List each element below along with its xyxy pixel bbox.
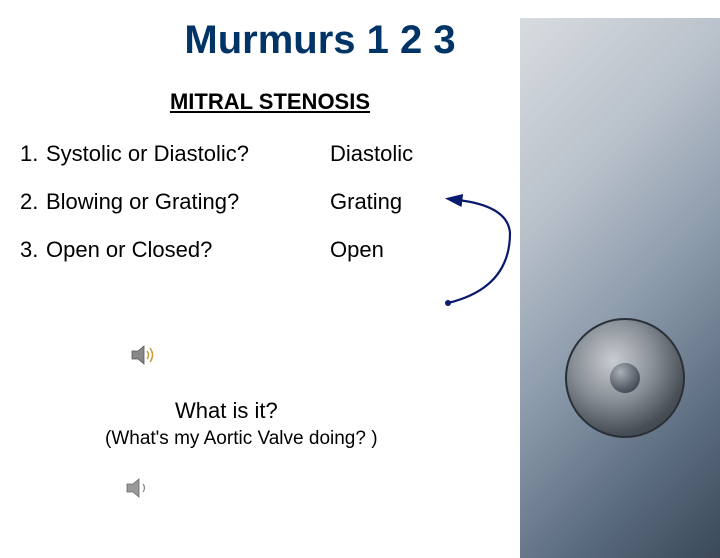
qa-answer: Open [330,237,384,263]
speaker-icon-muted[interactable] [125,476,153,500]
qa-number: 3. [20,237,46,263]
qa-row: 2. Blowing or Grating? Grating [20,189,520,215]
stethoscope-image [520,18,720,558]
qa-list: 1. Systolic or Diastolic? Diastolic 2. B… [20,141,520,263]
qa-answer: Diastolic [330,141,413,167]
qa-question: Open or Closed? [46,237,326,263]
qa-answer: Grating [330,189,402,215]
qa-question: Blowing or Grating? [46,189,326,215]
qa-number: 2. [20,189,46,215]
prompt-what-is-it: What is it? [175,398,278,424]
prompt-aortic-valve: (What's my Aortic Valve doing? ) [105,428,378,450]
qa-number: 1. [20,141,46,167]
qa-row: 3. Open or Closed? Open [20,237,520,263]
stethoscope-center [610,363,640,393]
qa-question: Systolic or Diastolic? [46,141,326,167]
qa-row: 1. Systolic or Diastolic? Diastolic [20,141,520,167]
speaker-icon[interactable] [130,343,158,367]
